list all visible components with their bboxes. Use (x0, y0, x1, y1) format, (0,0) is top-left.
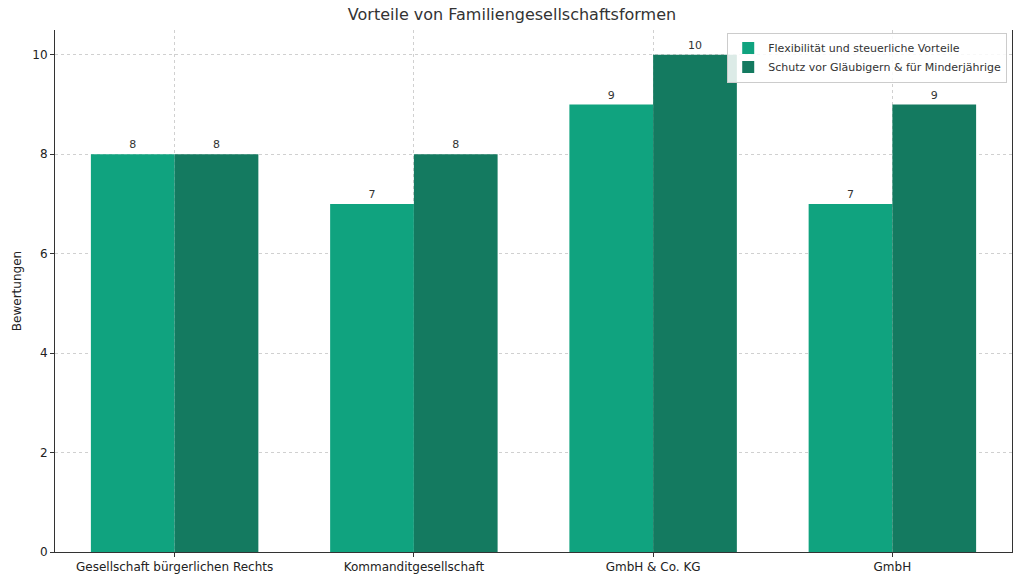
svg-text:9: 9 (931, 89, 938, 102)
svg-text:6: 6 (40, 247, 48, 261)
svg-text:Bewertungen: Bewertungen (10, 251, 24, 331)
svg-text:8: 8 (213, 138, 220, 151)
svg-text:4: 4 (40, 346, 48, 360)
svg-text:7: 7 (847, 188, 854, 201)
svg-text:9: 9 (608, 89, 615, 102)
svg-text:Gesellschaft bürgerlichen Rech: Gesellschaft bürgerlichen Rechts (76, 560, 273, 574)
svg-text:Flexibilität und steuerliche V: Flexibilität und steuerliche Vorteile (768, 42, 960, 55)
svg-text:2: 2 (40, 446, 48, 460)
svg-text:10: 10 (688, 39, 702, 52)
svg-text:7: 7 (369, 188, 376, 201)
svg-text:GmbH: GmbH (874, 560, 912, 574)
svg-text:0: 0 (40, 545, 48, 559)
svg-text:Schutz vor Gläubigern & für Mi: Schutz vor Gläubigern & für Minderjährig… (768, 61, 1001, 74)
svg-text:10: 10 (32, 48, 47, 62)
svg-text:8: 8 (129, 138, 136, 151)
svg-text:8: 8 (452, 138, 459, 151)
svg-text:8: 8 (40, 147, 48, 161)
svg-text:GmbH & Co. KG: GmbH & Co. KG (606, 560, 701, 574)
svg-text:Vorteile von Familiengesellsch: Vorteile von Familiengesellschaftsformen (348, 5, 676, 24)
svg-text:Kommanditgesellschaft: Kommanditgesellschaft (344, 560, 485, 574)
